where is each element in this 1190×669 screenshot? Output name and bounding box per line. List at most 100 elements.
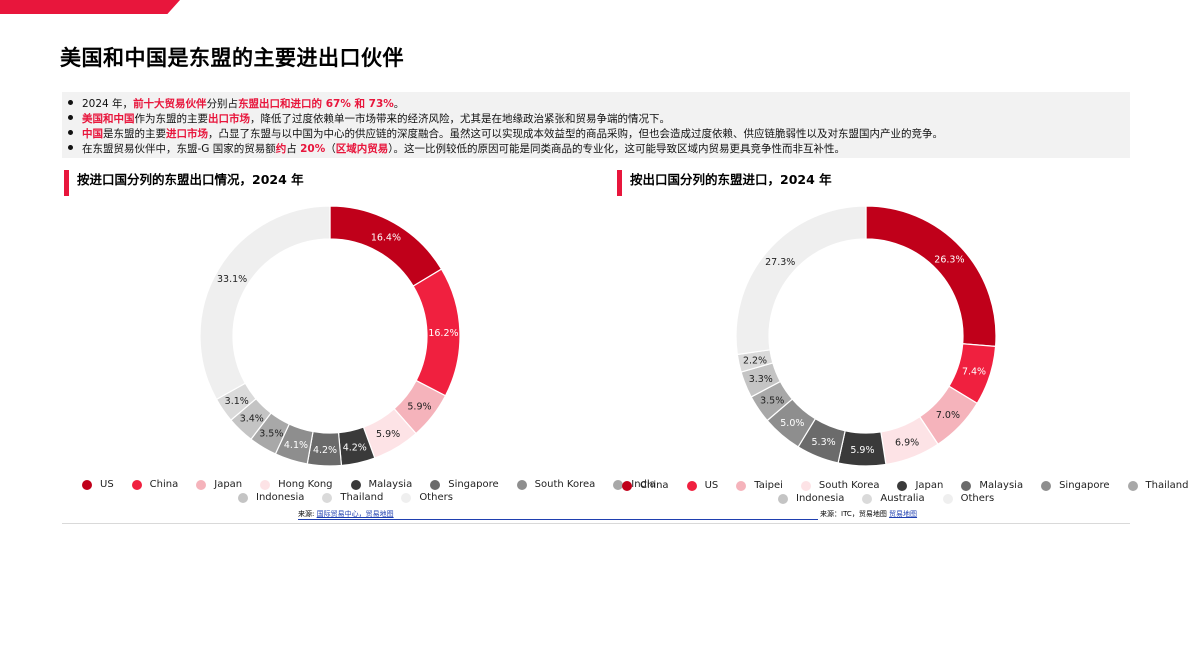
- data-label: 16.4%: [371, 233, 401, 244]
- legend-swatch: [196, 479, 207, 490]
- import-donut-chart: 26.3% 7.4% 7.0% 6.9% 5.9% 5.3% 5.0% 3.5% 3.3% 2.2…: [735, 205, 997, 467]
- highlight-text: 区域内贸易: [335, 143, 389, 155]
- data-label: 33.1%: [217, 274, 247, 285]
- legend-label: Taipei: [754, 480, 783, 491]
- export-chart-source: 来源: 国际贸易中心，贸易地图: [298, 510, 394, 518]
- legend-row: China US Taipei South Korea Japan Malaysia Sin…: [622, 479, 1188, 492]
- legend-label: Malaysia: [979, 480, 1024, 491]
- legend-item: China: [622, 480, 669, 491]
- legend-label: Japan: [214, 479, 243, 490]
- legend-swatch: [686, 480, 697, 491]
- legend-label: Thailand: [1145, 480, 1189, 491]
- legend-swatch: [613, 479, 624, 490]
- data-label: 3.5%: [259, 429, 283, 440]
- legend-label: Japan: [915, 480, 944, 491]
- legend-label: US: [100, 479, 114, 490]
- highlight-text: 出口市场: [208, 113, 250, 125]
- legend-label: Malaysia: [368, 479, 413, 490]
- legend-item: US: [686, 480, 719, 491]
- legend-label: China: [149, 479, 179, 490]
- donut-slice-others: [735, 205, 867, 356]
- legend-item: South Korea: [800, 480, 880, 491]
- legend-swatch: [82, 479, 92, 490]
- legend-swatch: [942, 493, 953, 504]
- bullet-text: 作为东盟的主要: [134, 113, 209, 125]
- data-label: 5.9%: [376, 429, 400, 440]
- legend-item: South Korea: [516, 479, 595, 490]
- legend-swatch: [131, 479, 142, 490]
- legend-label: Australia: [880, 493, 925, 504]
- data-label: 3.4%: [240, 414, 264, 425]
- data-label: 3.1%: [225, 396, 249, 407]
- import-chart-title: 按出口国分列的东盟进口，2024 年: [630, 172, 832, 187]
- section-accent-bar: [617, 170, 622, 196]
- page-title: 美国和中国是东盟的主要进出口伙伴: [60, 46, 404, 70]
- data-label: 26.3%: [934, 255, 964, 266]
- legend-label: South Korea: [818, 480, 880, 491]
- legend-item: Others: [401, 492, 453, 503]
- highlight-text: 美国和中国: [82, 113, 135, 125]
- donut-slice-others: [199, 205, 331, 401]
- legend-swatch: [260, 479, 271, 490]
- highlight-text: 前十大贸易伙伴: [133, 98, 207, 110]
- legend-label: Hong Kong: [278, 479, 333, 490]
- legend-label: China: [640, 480, 669, 491]
- data-label: 16.2%: [428, 328, 458, 339]
- bullet-item-1: 2024 年，前十大贸易伙伴分别占东盟出口和进口的 67% 和 73%。: [68, 98, 404, 111]
- bullet-text: ）。这一比例较低的原因可能是同类商品的专业化，这可能导致区域内贸易更具竞争性而非…: [388, 143, 845, 155]
- bullet-item-4: 在东盟贸易伙伴中，东盟-G 国家的贸易额约占 20%（区域内贸易）。这一比例较低…: [68, 143, 845, 156]
- data-label: 7.0%: [936, 410, 960, 421]
- data-label: 5.9%: [850, 445, 874, 456]
- bullet-item-3: 中国是东盟的主要进口市场，凸显了东盟与以中国为中心的供应链的深度融合。虽然这可以…: [68, 128, 943, 141]
- bottom-divider: [62, 523, 1130, 524]
- legend-item: India: [613, 479, 656, 490]
- bullet-text: 在东盟贸易伙伴中，东盟-G 国家的贸易额: [82, 143, 276, 155]
- bullet-text: 分别占: [206, 98, 239, 110]
- legend-label: Indonesia: [256, 492, 305, 503]
- legend-swatch: [1127, 480, 1138, 491]
- data-label: 6.9%: [895, 437, 919, 448]
- bullet-dot: [68, 130, 73, 135]
- legend-item: Others: [942, 493, 994, 504]
- data-label: 5.0%: [780, 418, 804, 429]
- data-label: 3.5%: [760, 395, 784, 406]
- bullet-item-2: 美国和中国作为东盟的主要出口市场，降低了过度依赖单一市场带来的经济风险，尤其是在…: [68, 113, 670, 126]
- legend-label: Singapore: [448, 479, 499, 490]
- export-chart-title: 按进口国分列的东盟出口情况，2024 年: [77, 172, 304, 187]
- data-label: 4.2%: [343, 442, 367, 453]
- legend-label: Thailand: [340, 492, 384, 503]
- legend-swatch: [778, 493, 788, 504]
- data-label: 4.2%: [313, 445, 337, 456]
- legend-label: US: [704, 480, 719, 491]
- data-label: 5.9%: [407, 401, 431, 412]
- legend-item: Hong Kong: [260, 479, 333, 490]
- top-accent-bar: [0, 0, 180, 14]
- import-chart-legend: China US Taipei South Korea Japan Malaysia Sin…: [622, 479, 1188, 505]
- legend-swatch: [897, 480, 908, 491]
- bullet-text: 是东盟的主要: [103, 128, 166, 140]
- data-label: 5.3%: [812, 437, 836, 448]
- highlight-text: 进口市场: [166, 128, 208, 140]
- legend-row: Indonesia Australia Others: [622, 492, 1142, 505]
- highlight-text: 20%: [300, 143, 326, 155]
- legend-swatch: [736, 480, 747, 491]
- legend-item: Singapore: [1041, 480, 1110, 491]
- highlight-text: 东盟出口和进口的 67% 和 73%: [238, 98, 394, 110]
- section-accent-bar: [64, 170, 69, 196]
- legend-label: India: [631, 479, 656, 490]
- bullet-text: 占: [286, 143, 301, 155]
- bullet-text: ，降低了过度依赖单一市场带来的经济风险，尤其是在地缘政治紧张和贸易争端的情况下。: [250, 113, 670, 125]
- legend-swatch: [350, 479, 361, 490]
- data-label: 3.3%: [749, 374, 773, 385]
- legend-swatch: [516, 479, 527, 490]
- highlight-text: 约: [275, 143, 287, 155]
- highlight-text: 中国: [82, 128, 103, 140]
- legend-swatch: [238, 492, 248, 503]
- legend-label: Singapore: [1059, 480, 1110, 491]
- legend-label: Indonesia: [796, 493, 845, 504]
- legend-item: Thailand: [322, 492, 383, 503]
- bullet-text: 。: [393, 98, 405, 110]
- legend-swatch: [430, 479, 441, 490]
- bullet-text: ，凸显了东盟与以中国为中心的供应链的深度融合。虽然这可以实现成本效益型的商品采购…: [208, 128, 943, 140]
- data-label: 7.4%: [962, 366, 986, 377]
